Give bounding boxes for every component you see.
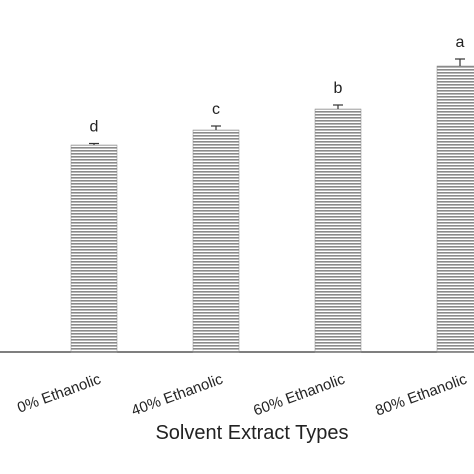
bar — [192, 129, 240, 353]
significance-letter: b — [334, 80, 343, 97]
bar — [314, 108, 362, 353]
x-tick-label: 40% Ethanolic — [129, 371, 225, 420]
x-tick-label: 80% Ethanolic — [373, 371, 469, 420]
bar — [436, 65, 474, 353]
x-axis-title: Solvent Extract Types — [155, 422, 348, 444]
x-tick-label: 0% Ethanolic — [15, 371, 104, 417]
significance-letter: d — [90, 119, 99, 136]
significance-letter: c — [212, 101, 220, 118]
significance-letter: a — [456, 34, 465, 51]
bar — [70, 144, 118, 353]
x-tick-label: 60% Ethanolic — [251, 371, 347, 420]
